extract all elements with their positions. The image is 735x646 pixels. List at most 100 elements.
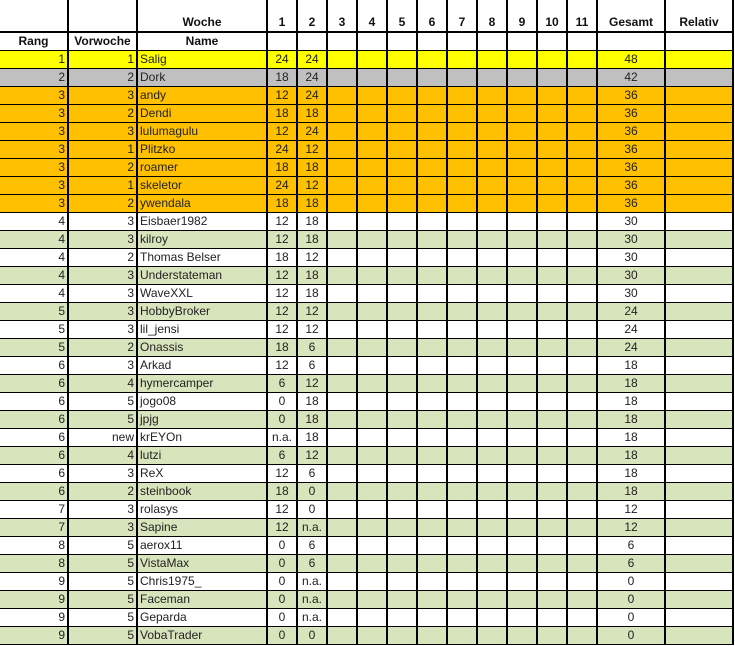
week-6-cell [416, 392, 448, 411]
relativ-cell [664, 374, 734, 393]
name-cell: Salig [136, 50, 268, 69]
vorwoche-cell: 3 [67, 266, 138, 285]
week-8-cell [476, 428, 508, 447]
table-row: 9 5 Chris1975_ 0 n.a. 0 [0, 572, 734, 591]
week-9-cell [506, 86, 538, 105]
header-week-9: 9 [506, 0, 538, 33]
week-10-cell [536, 68, 568, 87]
vorwoche-cell: 3 [67, 230, 138, 249]
week-2-cell: 12 [296, 140, 328, 159]
vorwoche-cell: 3 [67, 86, 138, 105]
week-6-cell [416, 410, 448, 429]
table-row: 3 1 skeletor 24 12 36 [0, 176, 734, 195]
week-3-cell [326, 482, 358, 501]
header-row-weeks: Woche 1 2 3 4 5 6 7 8 9 10 11 Gesamt Rel… [0, 0, 734, 33]
week-2-cell: 12 [296, 446, 328, 465]
week-6-cell [416, 50, 448, 69]
week-10-cell [536, 302, 568, 321]
week-6-cell [416, 464, 448, 483]
header-empty [664, 32, 734, 51]
week-3-cell [326, 428, 358, 447]
week-3-cell [326, 572, 358, 591]
name-cell: Dork [136, 68, 268, 87]
gesamt-cell: 36 [596, 176, 666, 195]
name-cell: VobaTrader [136, 626, 268, 645]
relativ-cell [664, 50, 734, 69]
week-1-cell: 12 [266, 356, 298, 375]
week-9-cell [506, 536, 538, 555]
vorwoche-cell: 5 [67, 392, 138, 411]
relativ-cell [664, 338, 734, 357]
header-woche: Woche [136, 0, 268, 33]
vorwoche-cell: 5 [67, 590, 138, 609]
week-6-cell [416, 608, 448, 627]
name-cell: Thomas Belser [136, 248, 268, 267]
week-4-cell [356, 572, 388, 591]
gesamt-cell: 36 [596, 104, 666, 123]
week-3-cell [326, 194, 358, 213]
week-11-cell [566, 230, 598, 249]
week-7-cell [446, 446, 478, 465]
week-7-cell [446, 500, 478, 519]
week-4-cell [356, 374, 388, 393]
week-10-cell [536, 518, 568, 537]
week-10-cell [536, 356, 568, 375]
vorwoche-cell: 3 [67, 464, 138, 483]
week-10-cell [536, 608, 568, 627]
gesamt-cell: 36 [596, 122, 666, 141]
week-1-cell: 18 [266, 482, 298, 501]
week-2-cell: 18 [296, 230, 328, 249]
vorwoche-cell: 3 [67, 284, 138, 303]
week-4-cell [356, 608, 388, 627]
week-5-cell [386, 248, 418, 267]
week-2-cell: 18 [296, 410, 328, 429]
week-7-cell [446, 482, 478, 501]
week-3-cell [326, 122, 358, 141]
gesamt-cell: 36 [596, 194, 666, 213]
week-7-cell [446, 572, 478, 591]
gesamt-cell: 6 [596, 536, 666, 555]
vorwoche-cell: 1 [67, 176, 138, 195]
week-8-cell [476, 554, 508, 573]
week-9-cell [506, 176, 538, 195]
week-1-cell: 0 [266, 554, 298, 573]
relativ-cell [664, 428, 734, 447]
rang-cell: 9 [0, 608, 69, 627]
week-2-cell: 18 [296, 428, 328, 447]
week-7-cell [446, 194, 478, 213]
week-10-cell [536, 122, 568, 141]
gesamt-cell: 42 [596, 68, 666, 87]
week-7-cell [446, 230, 478, 249]
vorwoche-cell: 2 [67, 158, 138, 177]
week-4-cell [356, 266, 388, 285]
rang-cell: 4 [0, 266, 69, 285]
week-6-cell [416, 158, 448, 177]
week-1-cell: 0 [266, 590, 298, 609]
week-8-cell [476, 338, 508, 357]
week-3-cell [326, 536, 358, 555]
week-10-cell [536, 410, 568, 429]
week-8-cell [476, 176, 508, 195]
name-cell: Chris1975_ [136, 572, 268, 591]
name-cell: krEYOn [136, 428, 268, 447]
week-5-cell [386, 302, 418, 321]
week-1-cell: 12 [266, 518, 298, 537]
week-11-cell [566, 410, 598, 429]
week-9-cell [506, 140, 538, 159]
vorwoche-cell: 1 [67, 50, 138, 69]
week-7-cell [446, 284, 478, 303]
week-4-cell [356, 230, 388, 249]
week-11-cell [566, 50, 598, 69]
relativ-cell [664, 212, 734, 231]
week-5-cell [386, 320, 418, 339]
week-7-cell [446, 302, 478, 321]
week-5-cell [386, 176, 418, 195]
name-cell: Understateman [136, 266, 268, 285]
week-5-cell [386, 446, 418, 465]
gesamt-cell: 0 [596, 590, 666, 609]
week-6-cell [416, 446, 448, 465]
week-11-cell [566, 212, 598, 231]
week-1-cell: 18 [266, 68, 298, 87]
relativ-cell [664, 302, 734, 321]
week-7-cell [446, 554, 478, 573]
